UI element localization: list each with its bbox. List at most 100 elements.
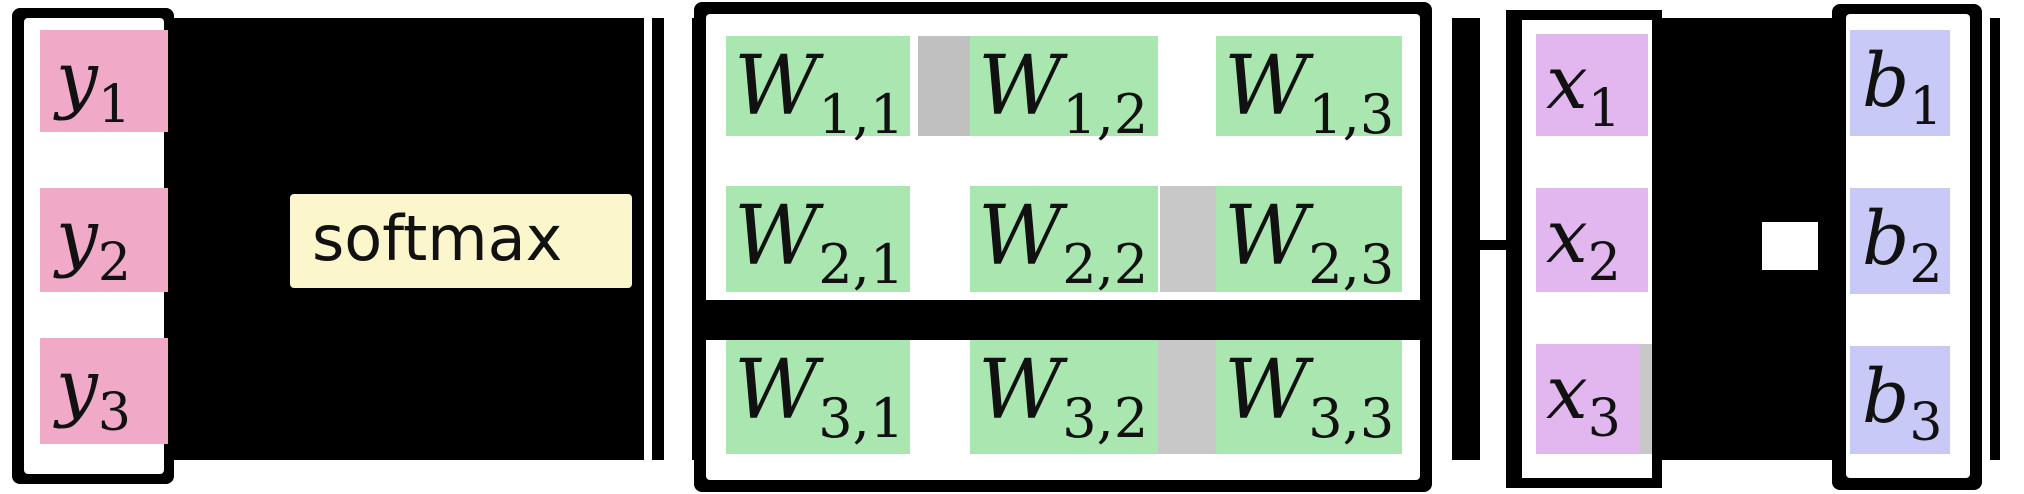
b-2-cell-subscript: 2 bbox=[1909, 235, 1942, 295]
minus-operator bbox=[1452, 240, 1508, 250]
x-2-cell-subscript: 2 bbox=[1588, 233, 1621, 293]
W-1-2-cell: W1,2 bbox=[970, 36, 1158, 146]
b-1-cell-subscript: 1 bbox=[1909, 77, 1942, 137]
x-1-cell-symbol: x bbox=[1546, 40, 1588, 126]
b-3-cell: b3 bbox=[1850, 346, 1950, 454]
W-2-1-cell-symbol: W bbox=[734, 189, 824, 284]
y-1-cell-label: y1 bbox=[53, 36, 131, 135]
matrix-shadow-strip bbox=[1158, 340, 1216, 454]
W-1-3-cell: W1,3 bbox=[1216, 36, 1402, 146]
gap-strip bbox=[2000, 0, 2024, 494]
gap-strip bbox=[1982, 0, 1990, 494]
W-3-2-cell: W3,2 bbox=[970, 340, 1158, 454]
plus-operator-notch bbox=[1762, 222, 1818, 270]
W-1-1-cell-subscript: 1,1 bbox=[818, 83, 904, 146]
b-2-cell-bg bbox=[1850, 188, 1950, 294]
W-1-3-cell-symbol: W bbox=[1224, 39, 1314, 134]
W-2-2-cell-bg bbox=[970, 186, 1158, 292]
W-3-3-cell: W3,3 bbox=[1216, 340, 1402, 454]
W-1-2-cell-label: W1,2 bbox=[978, 39, 1148, 146]
x-2-cell-symbol: x bbox=[1546, 194, 1588, 280]
W-3-1-cell-symbol: W bbox=[734, 343, 824, 438]
x-1-cell-subscript: 1 bbox=[1588, 79, 1621, 139]
x-2-cell: x2 bbox=[1536, 188, 1648, 293]
b-1-cell-bg bbox=[1850, 30, 1950, 136]
W-2-3-cell-label: W2,3 bbox=[1224, 189, 1394, 296]
W-1-2-cell-symbol: W bbox=[978, 39, 1068, 134]
W-1-3-cell-bg bbox=[1216, 36, 1402, 136]
b-2-cell-label: b2 bbox=[1862, 196, 1942, 295]
bottom-edge-strip bbox=[1662, 460, 1832, 494]
top-edge-strip bbox=[1662, 0, 1832, 18]
matrix-shadow-strip bbox=[1160, 186, 1218, 292]
y-2-cell-symbol: y bbox=[53, 194, 99, 280]
W-1-2-cell-bg bbox=[970, 36, 1158, 136]
x-1-cell-label: x1 bbox=[1546, 40, 1621, 139]
y-2-cell-bg bbox=[40, 188, 168, 292]
x-3-cell-symbol: x bbox=[1546, 350, 1588, 436]
b-3-cell-label: b3 bbox=[1862, 354, 1942, 453]
y-1-cell: y1 bbox=[40, 30, 168, 135]
x-2-cell-bg bbox=[1536, 188, 1648, 292]
W-1-3-cell-subscript: 1,3 bbox=[1308, 83, 1394, 146]
W-3-3-cell-label: W3,3 bbox=[1224, 343, 1394, 450]
x-3-cell-subscript: 3 bbox=[1588, 389, 1621, 449]
W-matrix-cells: W1,1 W1,2 W1,3W2,1 W2,2 W2,3W3,1 W3,2 W3,3 bbox=[726, 36, 1402, 454]
W-2-3-cell-subscript: 2,3 bbox=[1308, 233, 1394, 296]
gap-strip bbox=[1432, 12, 1452, 468]
y-1-cell-symbol: y bbox=[53, 36, 99, 122]
y-3-cell: y3 bbox=[40, 338, 168, 444]
y-3-cell-label: y3 bbox=[53, 344, 131, 443]
W-2-1-cell: W2,1 bbox=[726, 186, 910, 296]
y-2-cell: y2 bbox=[40, 188, 168, 293]
W-3-3-cell-bg bbox=[1216, 340, 1402, 454]
W-2-1-cell-label: W2,1 bbox=[734, 189, 904, 296]
softmax-label-bg bbox=[290, 194, 632, 288]
x-3-cell-label: x3 bbox=[1546, 350, 1621, 449]
W-3-2-cell-subscript: 3,2 bbox=[1062, 387, 1148, 450]
W-2-2-cell: W2,2 bbox=[970, 186, 1158, 296]
b-3-cell-bg bbox=[1850, 346, 1950, 454]
W-3-2-cell-label: W3,2 bbox=[978, 343, 1148, 450]
y-3-cell-subscript: 3 bbox=[98, 383, 131, 443]
W-3-3-cell-symbol: W bbox=[1224, 343, 1314, 438]
bottom-edge-strip bbox=[174, 460, 644, 494]
b-2-cell: b2 bbox=[1850, 188, 1950, 295]
softmax-function: softmax bbox=[290, 194, 632, 288]
matrix-shadow-strip bbox=[918, 36, 976, 136]
x-1-cell-bg bbox=[1536, 34, 1648, 136]
top-edge-strip bbox=[1432, 0, 1506, 12]
b-1-cell: b1 bbox=[1850, 30, 1950, 137]
W-2-3-cell-bg bbox=[1216, 186, 1402, 292]
gap-strip bbox=[664, 0, 692, 494]
W-1-1-cell-bg bbox=[726, 36, 910, 136]
W-1-1-cell-symbol: W bbox=[734, 39, 824, 134]
W-1-2-cell-subscript: 1,2 bbox=[1062, 83, 1148, 146]
matrix-shadow-strip bbox=[706, 300, 1420, 340]
W-3-2-cell-symbol: W bbox=[978, 343, 1068, 438]
W-3-2-cell-bg bbox=[970, 340, 1158, 454]
W-3-1-cell-bg bbox=[726, 340, 910, 454]
W-3-1-cell-label: W3,1 bbox=[734, 343, 904, 450]
y-2-cell-subscript: 2 bbox=[98, 233, 131, 293]
W-2-2-cell-symbol: W bbox=[978, 189, 1068, 284]
W-2-3-cell-symbol: W bbox=[1224, 189, 1314, 284]
W-3-1-cell: W3,1 bbox=[726, 340, 910, 454]
x-3-cell: x3 bbox=[1536, 344, 1640, 454]
softmax-label: softmax bbox=[312, 202, 562, 275]
W-2-3-cell: W2,3 bbox=[1216, 186, 1402, 296]
W-1-1-cell-label: W1,1 bbox=[734, 39, 904, 146]
b-1-cell-symbol: b bbox=[1862, 38, 1909, 124]
b-2-cell-symbol: b bbox=[1862, 196, 1909, 282]
W-2-2-cell-subscript: 2,2 bbox=[1062, 233, 1148, 296]
W-1-3-cell-label: W1,3 bbox=[1224, 39, 1394, 146]
b-3-cell-symbol: b bbox=[1862, 354, 1909, 440]
top-edge-strip bbox=[174, 0, 644, 18]
y-3-cell-bg bbox=[40, 338, 168, 444]
x-2-cell-label: x2 bbox=[1546, 194, 1621, 293]
W-3-3-cell-subscript: 3,3 bbox=[1308, 387, 1394, 450]
